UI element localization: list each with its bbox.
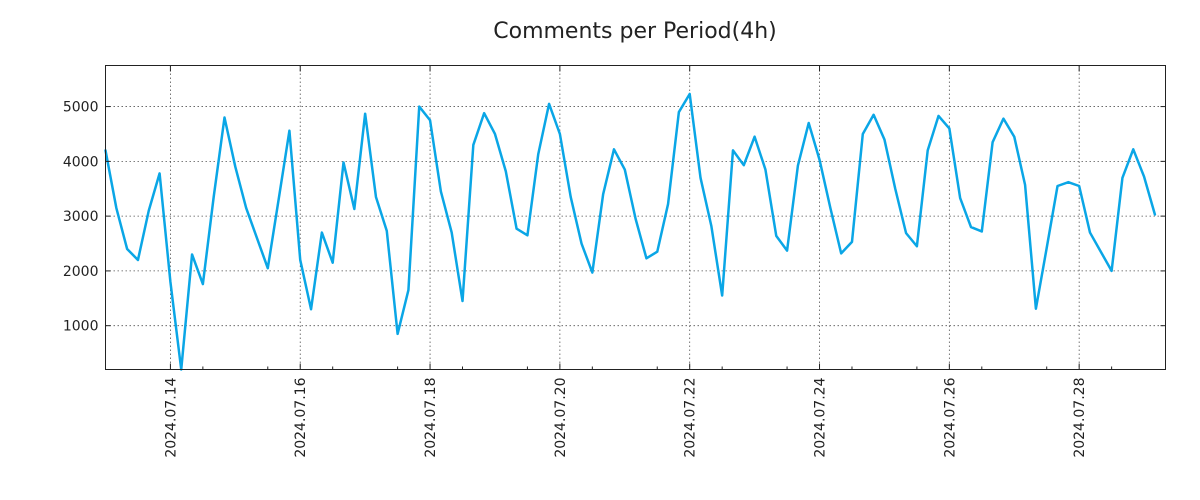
series-line-comments (104, 92, 1157, 371)
x-tick-label-7: 2024.07.28 (1072, 378, 1088, 458)
x-tick-label-0: 2024.07.14 (163, 377, 179, 457)
y-tick-label-0: 1000 (63, 319, 99, 335)
x-tick-label-2: 2024.07.18 (423, 378, 439, 458)
y-tick-label-2: 3000 (63, 209, 99, 225)
x-tick-label-5: 2024.07.24 (813, 377, 829, 457)
y-axis: 1000 2000 3000 4000 5000 (63, 100, 1166, 335)
y-tick-label-1: 2000 (63, 264, 99, 280)
y-tick-label-4: 5000 (63, 100, 99, 116)
x-axis: 2024.07.14 2024.07.16 2024.07.18 2024.07.20… (163, 65, 1113, 458)
y-tick-label-3: 4000 (63, 154, 99, 170)
x-tick-label-1: 2024.07.16 (293, 377, 309, 457)
data-series (104, 92, 1157, 371)
plot-frame (105, 65, 1166, 370)
x-tick-label-4: 2024.07.22 (683, 378, 699, 458)
x-tick-label-3: 2024.07.20 (553, 378, 569, 458)
chart-title: Comments per Period(4h) (493, 19, 777, 44)
grid-lines (105, 65, 1166, 370)
x-tick-label-6: 2024.07.26 (942, 377, 958, 457)
